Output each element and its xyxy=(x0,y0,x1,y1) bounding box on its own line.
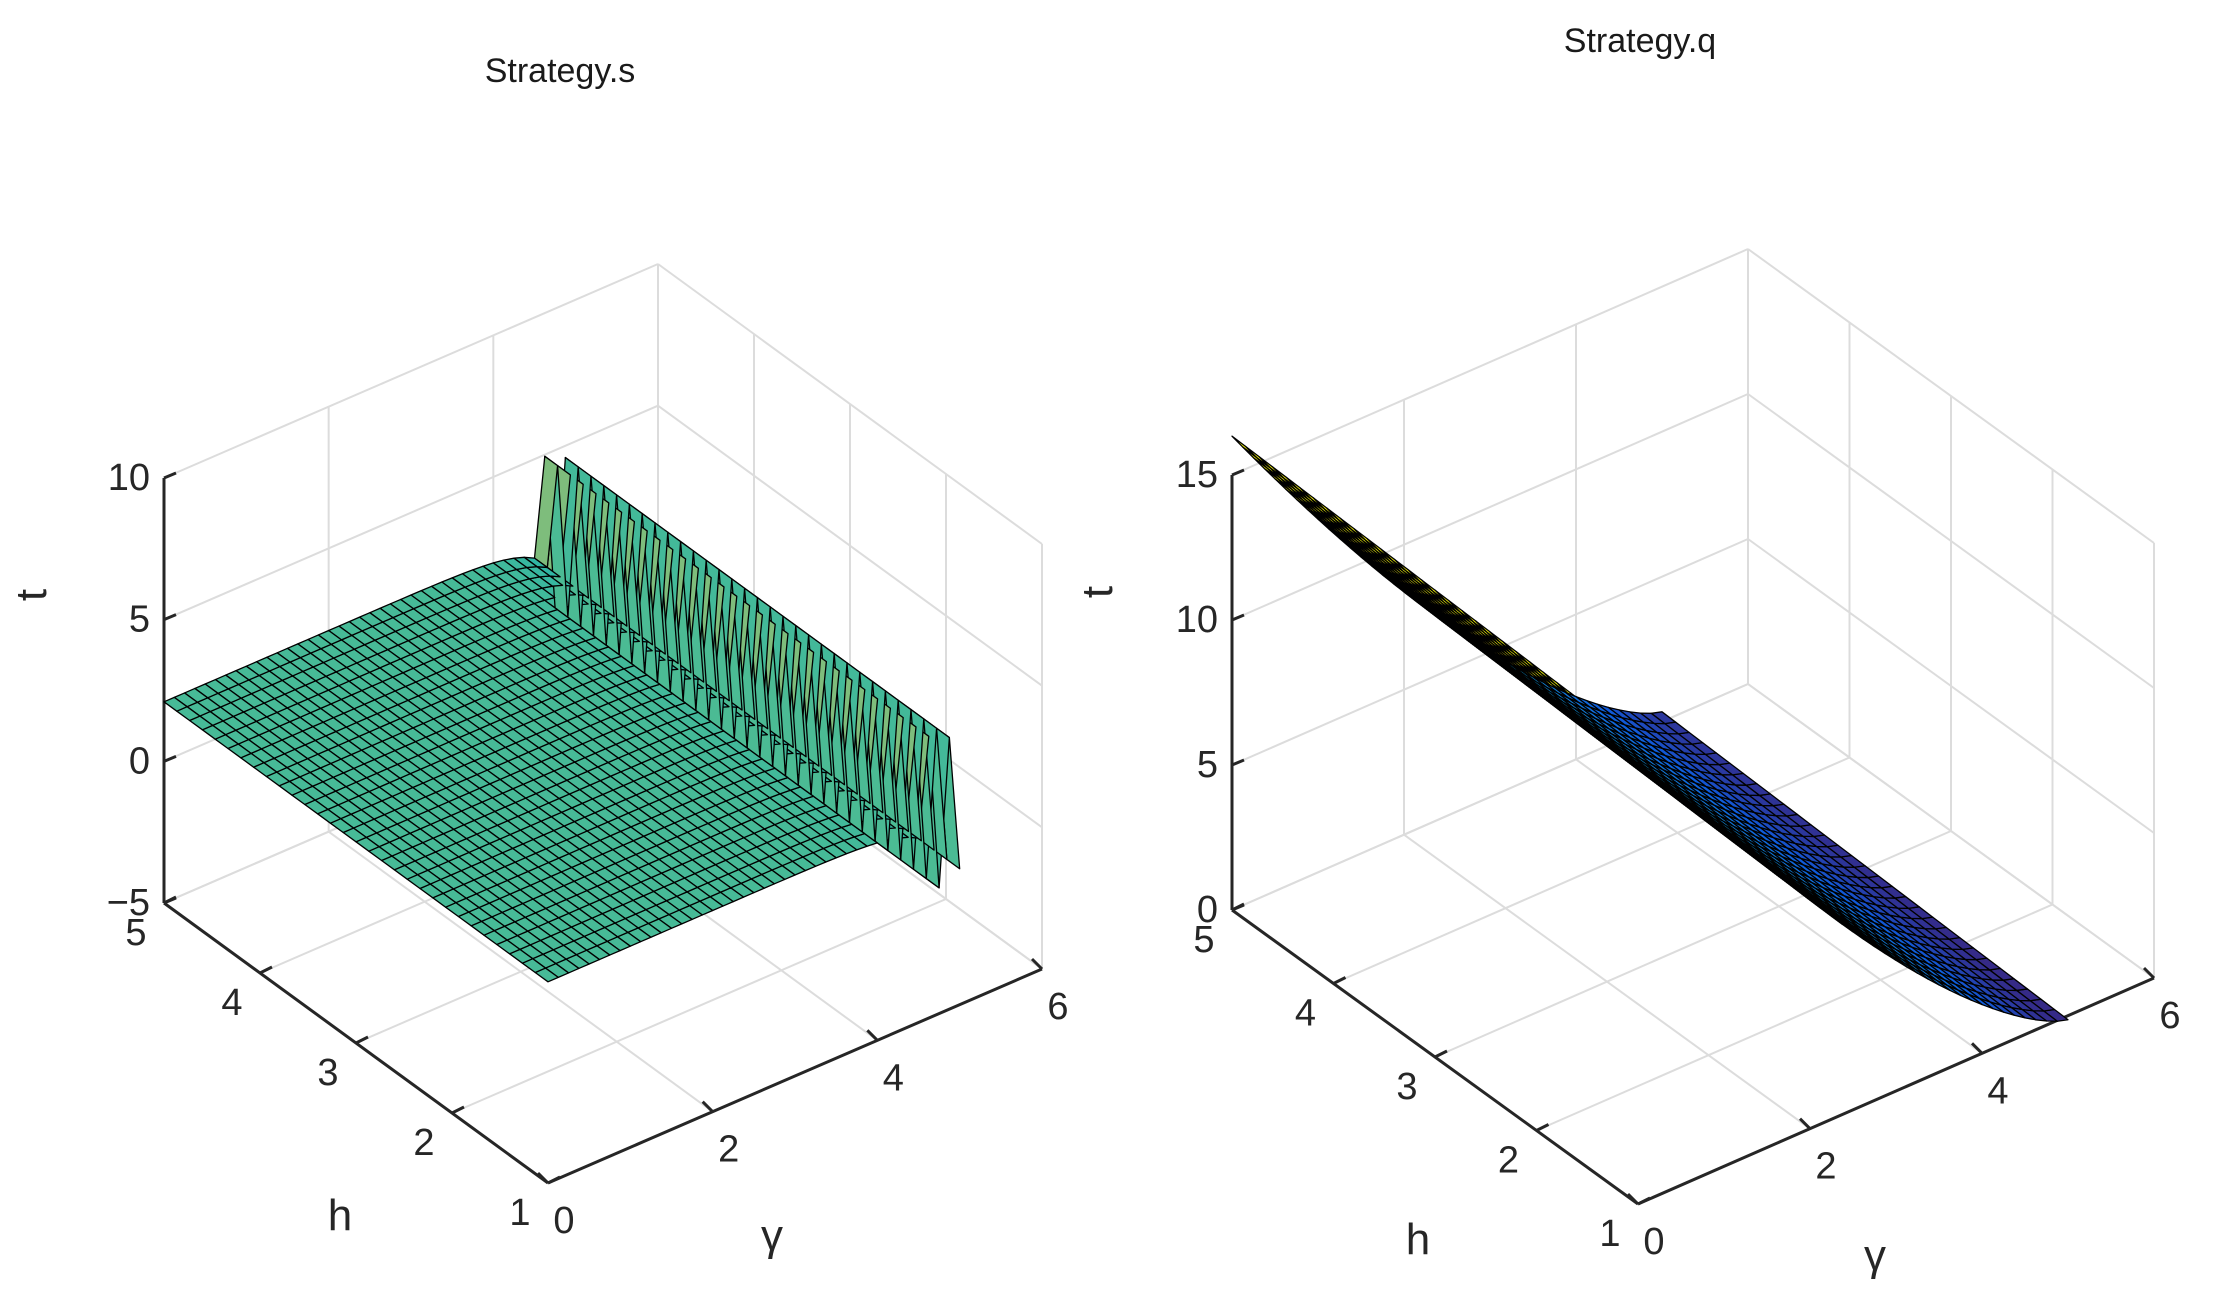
chart-title: Strategy.s xyxy=(485,52,636,90)
x-tick-label: 2 xyxy=(1815,1146,1836,1188)
z-tick-label: 5 xyxy=(129,599,150,641)
x-tick-label: 6 xyxy=(1047,986,1068,1028)
z-tick-label: 15 xyxy=(1176,454,1218,496)
y-tick-label: 3 xyxy=(317,1052,338,1094)
z-tick-label: 5 xyxy=(1197,744,1218,786)
surface-plot xyxy=(163,455,961,983)
z-axis-label: t xyxy=(7,589,56,601)
y-tick-mark xyxy=(1637,1196,1651,1206)
z-tick-mark xyxy=(163,896,177,905)
z-axis-label: t xyxy=(1073,586,1122,598)
x-axis-label: γ xyxy=(761,1211,783,1260)
z-tick-mark xyxy=(1231,613,1245,622)
z-tick-mark xyxy=(163,754,177,763)
y-tick-label: 2 xyxy=(1498,1140,1519,1182)
x-axis-line xyxy=(547,967,1043,1185)
x-tick-mark xyxy=(536,1171,550,1185)
y-tick-mark xyxy=(547,1175,561,1185)
z-tick-label: 10 xyxy=(108,457,150,499)
z-tick-label: 10 xyxy=(1176,599,1218,641)
grid-line xyxy=(163,404,659,621)
y-tick-label: 5 xyxy=(125,912,146,954)
x-tick-label: 2 xyxy=(718,1129,739,1171)
z-tick-mark xyxy=(1231,468,1245,477)
grid-line xyxy=(163,263,659,479)
y-tick-label: 3 xyxy=(1396,1066,1417,1108)
y-tick-mark xyxy=(1535,1123,1550,1132)
x-tick-mark xyxy=(2142,966,2156,980)
y-tick-label: 5 xyxy=(1193,919,1214,961)
y-axis-label: h xyxy=(1406,1215,1430,1264)
y-tick-mark xyxy=(259,965,273,975)
x-axis-line xyxy=(1637,976,2155,1206)
y-tick-label: 4 xyxy=(221,982,242,1024)
grid-line xyxy=(1231,248,1749,476)
y-tick-mark xyxy=(1434,1049,1448,1059)
x-axis-label: γ xyxy=(1864,1231,1886,1280)
surface-facet xyxy=(1231,435,1257,458)
surface-plot xyxy=(1231,435,2069,1022)
z-tick-label: 0 xyxy=(1197,889,1218,931)
x-tick-mark xyxy=(1798,1117,1812,1130)
x-tick-mark xyxy=(866,1029,879,1042)
z-tick-label: −5 xyxy=(107,882,150,924)
z-tick-mark xyxy=(1231,903,1245,912)
x-tick-mark xyxy=(1626,1192,1640,1206)
surface-facet xyxy=(163,696,188,712)
x-tick-label: 0 xyxy=(1643,1221,1664,1263)
y-tick-mark xyxy=(1332,976,1347,985)
chart-title: Strategy.q xyxy=(1564,22,1716,60)
y-tick-label: 2 xyxy=(413,1122,434,1164)
x-tick-label: 0 xyxy=(553,1200,574,1242)
grid-line xyxy=(1231,393,1749,621)
y-tick-mark xyxy=(355,1035,369,1045)
y-tick-label: 4 xyxy=(1295,993,1316,1035)
x-tick-mark xyxy=(701,1100,714,1113)
x-tick-mark xyxy=(1970,1042,1984,1055)
z-tick-mark xyxy=(1231,758,1245,767)
y-tick-label: 1 xyxy=(1599,1213,1620,1255)
y-axis-label: h xyxy=(328,1191,352,1240)
y-tick-mark xyxy=(451,1105,465,1115)
x-tick-label: 4 xyxy=(883,1057,904,1099)
grid-line xyxy=(1536,903,2053,1132)
y-tick-label: 1 xyxy=(509,1192,530,1234)
x-tick-label: 4 xyxy=(1987,1070,2008,1112)
z-tick-label: 0 xyxy=(129,740,150,782)
grid-line xyxy=(451,898,947,1114)
z-tick-mark xyxy=(163,471,177,480)
z-tick-mark xyxy=(163,613,177,622)
x-tick-label: 6 xyxy=(2159,995,2180,1037)
x-tick-mark xyxy=(1030,957,1044,971)
